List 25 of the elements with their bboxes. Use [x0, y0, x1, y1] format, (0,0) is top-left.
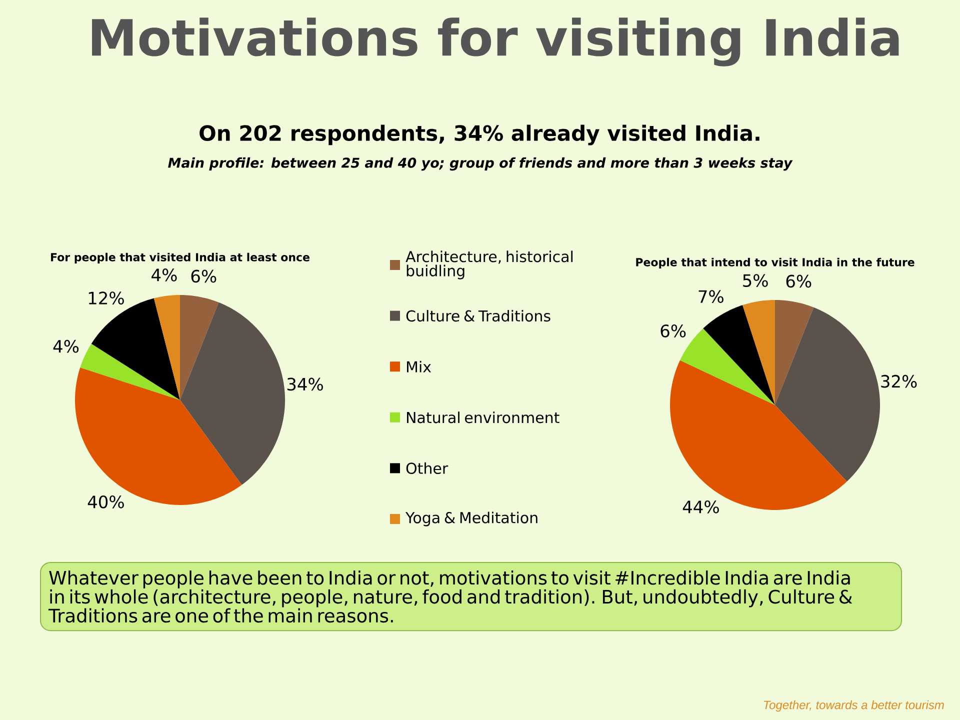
- data-label: 6%: [660, 324, 686, 338]
- text: Motivations for visiting India: [92, 18, 899, 66]
- legend-label: Natural environment: [406, 412, 560, 424]
- text: Main profile: between 25 and 40 yo; group of friends and more than 3 weeks stay: [168, 157, 793, 171]
- text: On 202 respondents, 34% already visited India.: [200, 124, 760, 146]
- legend-label: Other: [406, 462, 448, 474]
- legend-label: Culture & Traditions: [406, 310, 550, 322]
- data-label: 5%: [743, 274, 768, 287]
- data-label: 4%: [152, 268, 177, 282]
- legend-label: Mix: [406, 360, 432, 372]
- text: Together, towards a better tourism: [764, 700, 944, 712]
- data-label: 44%: [682, 500, 719, 514]
- data-label: 6%: [786, 274, 812, 288]
- legend-label: Architecture, historical buidling: [406, 250, 573, 280]
- legend-label: Yoga & Meditation: [405, 512, 538, 526]
- data-label: 40%: [88, 495, 124, 508]
- data-label: 32%: [881, 374, 917, 388]
- chart-title: People that intend to visit India in the future: [636, 258, 914, 268]
- chart-title: For people that visited India at least once: [51, 252, 310, 264]
- text: Whatever people have been to India or not, motivations to visit #Incredible India are India in its whole (architecture, people, nature, food and tradition). But, undoubtedly, Culture & Traditions are one of the main reasons.: [48, 570, 852, 623]
- data-label: 12%: [88, 292, 124, 304]
- data-label: 6%: [191, 270, 216, 283]
- data-label: 7%: [698, 290, 724, 303]
- data-label: 4%: [53, 340, 79, 353]
- data-label: 34%: [287, 378, 323, 391]
